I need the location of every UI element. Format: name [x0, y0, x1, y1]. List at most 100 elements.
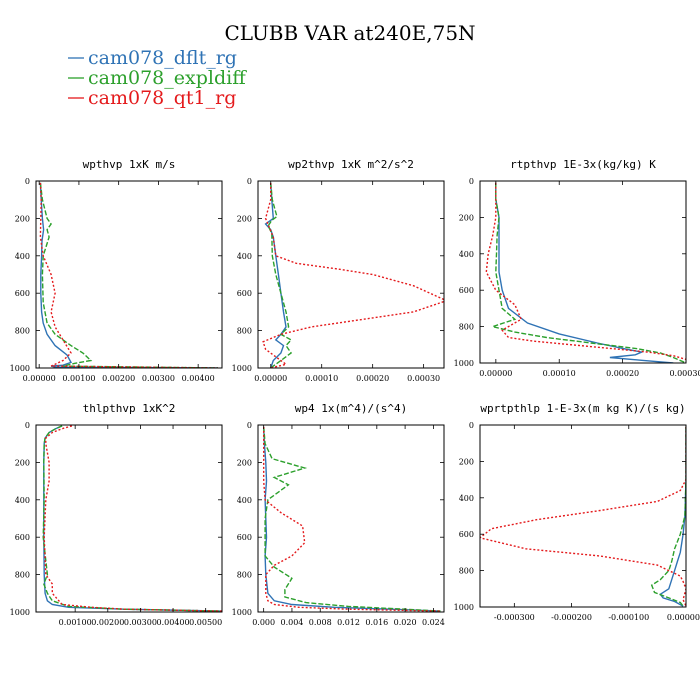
series-line-cam078_expldiff [39, 182, 219, 368]
plot-frame [479, 180, 687, 364]
x-tick-label: 0.012 [337, 618, 360, 627]
y-tick-label: 600 [15, 289, 30, 298]
x-tick-label: 0.00010 [543, 369, 576, 378]
plot-frame [257, 180, 445, 369]
y-tick-label: 600 [237, 289, 252, 298]
y-tick-label: 800 [237, 571, 252, 580]
chart-panel-1: wpthvp 1xK m/s 0.00000 0.00100 0.00200 0.003… [10, 158, 223, 383]
x-tick-label: 0.00500 [189, 618, 222, 627]
y-tick-label: 800 [15, 327, 30, 336]
y-tick-label: 800 [459, 323, 474, 332]
figure-title: CLUBB VAR at240E,75N [224, 21, 475, 45]
x-tick-label: -0.000100 [608, 613, 649, 622]
y-tick-label: 400 [237, 496, 252, 505]
y-tick-label: 600 [459, 286, 474, 295]
chart-panel-4: thlpthvp 1xK^2 0.00100 0.00200 0.00300 0.004… [10, 402, 223, 627]
x-tick-label: 0.016 [365, 618, 388, 627]
x-tick-label: 0.024 [422, 618, 445, 627]
legend-label-qt1: cam078_qt1_rg [88, 87, 236, 109]
x-tick-label: 0.008 [309, 618, 332, 627]
x-tick-label: 0.00100 [59, 618, 92, 627]
y-tick-label: 0 [25, 421, 30, 430]
y-tick-label: 400 [237, 252, 252, 261]
y-tick-label: 1000 [10, 608, 30, 617]
x-tick-label: 0.00020 [356, 374, 389, 383]
series-line-cam078_expldiff [42, 425, 222, 612]
x-tick-label: 0.00100 [62, 374, 95, 383]
legend-label-expldiff: cam078_expldiff [88, 67, 247, 89]
y-tick-label: 0 [247, 421, 252, 430]
x-tick-label: 0.00030 [407, 374, 440, 383]
x-tick-label: 0.00400 [182, 374, 215, 383]
chart-panel-5: wp4 1x(m^4)/(s^4) 0.000 0.004 0.008 0.012 0.0… [232, 402, 445, 627]
y-tick-label: 400 [15, 496, 30, 505]
panel-title: thlpthvp 1xK^2 [83, 402, 176, 415]
y-tick-label: 0 [247, 177, 252, 186]
plot-frame [479, 424, 687, 608]
series-line-cam078_qt1_rg [480, 426, 686, 607]
y-tick-label: 200 [459, 457, 474, 466]
y-tick-label: 200 [237, 458, 252, 467]
panel-title: wp2thvp 1xK m^2/s^2 [288, 158, 414, 171]
y-tick-label: 600 [237, 533, 252, 542]
series-line-cam078_dflt_rg [43, 425, 222, 612]
x-tick-label: 0.004 [280, 618, 303, 627]
legend-label-dflt: cam078_dflt_rg [88, 47, 237, 69]
y-tick-label: 800 [237, 327, 252, 336]
panel-title: wpthvp 1xK m/s [83, 158, 176, 171]
x-tick-label: 0.00400 [157, 618, 190, 627]
y-tick-label: 1000 [232, 364, 252, 373]
x-tick-label: -0.000300 [494, 613, 535, 622]
series-line-cam078_dflt_rg [39, 182, 219, 368]
y-tick-label: 400 [459, 494, 474, 503]
y-tick-label: 600 [459, 530, 474, 539]
x-tick-label: -0.000200 [551, 613, 592, 622]
series-line-cam078_qt1_rg [485, 182, 686, 361]
y-tick-label: 200 [459, 213, 474, 222]
series-line-cam078_expldiff [650, 426, 686, 607]
series-line-cam078_qt1_rg [263, 426, 441, 612]
series-line-cam078_qt1_rg [262, 182, 444, 368]
x-tick-label: 0.00300 [142, 374, 175, 383]
legend: cam078_dflt_rg cam078_expldiff cam078_qt… [68, 47, 247, 109]
y-tick-label: 800 [15, 571, 30, 580]
y-tick-label: 400 [15, 252, 30, 261]
chart-panels: wpthvp 1xK m/s0.00000 0.00100 0.00200 0.003… [10, 158, 700, 627]
panel-title: rtpthvp 1E-3x(kg/kg) K [510, 158, 656, 171]
x-tick-label: 0.00200 [102, 374, 135, 383]
x-tick-label: 0.00010 [305, 374, 338, 383]
series-line-cam078_dflt_rg [659, 426, 686, 607]
y-tick-label: 0 [25, 177, 30, 186]
series-line-cam078_expldiff [267, 182, 293, 368]
y-tick-label: 800 [459, 567, 474, 576]
y-tick-label: 400 [459, 250, 474, 259]
series-line-cam078_expldiff [490, 182, 686, 363]
plot-frame [257, 424, 445, 613]
x-tick-label: 0.000 [252, 618, 275, 627]
x-tick-label: 0.00200 [91, 618, 124, 627]
series-line-cam078_dflt_rg [495, 182, 674, 363]
y-tick-label: 1000 [454, 359, 474, 368]
x-tick-label: 0.020 [394, 618, 417, 627]
y-tick-label: 1000 [454, 603, 474, 612]
y-tick-label: 200 [15, 214, 30, 223]
x-tick-label: 0.00000 [479, 369, 512, 378]
x-tick-label: 0.00030 [669, 369, 700, 378]
y-tick-label: 600 [15, 533, 30, 542]
x-tick-label: 0.00300 [124, 618, 157, 627]
series-line-cam078_qt1_rg [43, 425, 222, 612]
panel-title: wp4 1x(m^4)/(s^4) [295, 402, 408, 415]
y-tick-label: 200 [237, 214, 252, 223]
x-tick-label: 0.00000 [254, 374, 287, 383]
y-tick-label: 0 [469, 421, 474, 430]
series-line-cam078_expldiff [263, 426, 441, 612]
x-tick-label: 0.00020 [606, 369, 639, 378]
chart-panel-6: wprtpthlp 1-E-3x(m kg K)/(s kg) -0.000300… [454, 402, 700, 622]
x-tick-label: 0.00000 [23, 374, 56, 383]
y-tick-label: 1000 [232, 608, 252, 617]
plot-frame [35, 424, 223, 613]
chart-panel-3: rtpthvp 1E-3x(kg/kg) K 0.00000 0.00010 0.00… [454, 158, 700, 378]
y-tick-label: 0 [469, 177, 474, 186]
